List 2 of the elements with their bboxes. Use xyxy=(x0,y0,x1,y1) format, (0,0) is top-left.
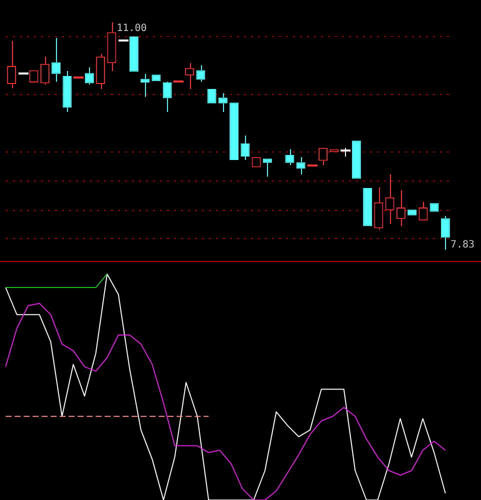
annotation: 11.00 xyxy=(116,22,147,34)
annotation: 7.83 xyxy=(450,239,475,250)
